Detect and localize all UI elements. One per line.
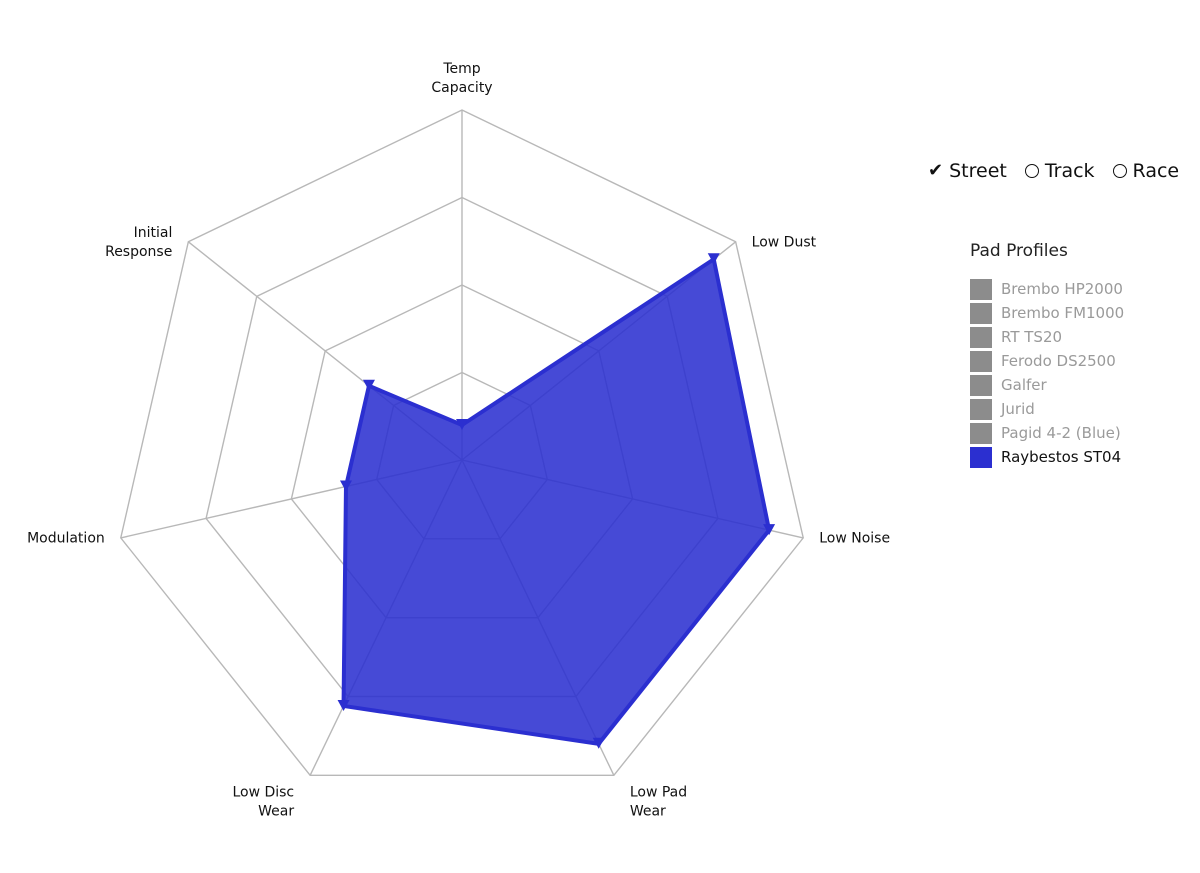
legend-title: Pad Profiles — [970, 241, 1068, 261]
mode-race-label: Race — [1132, 160, 1180, 182]
axis-label-line: Low Disc — [232, 784, 294, 800]
series-point — [362, 379, 375, 391]
legend-item[interactable]: Pagid 4-2 (Blue) — [970, 421, 1124, 445]
axis-label: Low Noise — [819, 530, 890, 546]
axis-label-line: Low Dust — [752, 234, 817, 250]
series-point — [592, 737, 605, 749]
legend-swatch — [970, 302, 992, 324]
legend-label: Galfer — [1001, 376, 1047, 394]
mode-race[interactable]: Race — [1112, 160, 1180, 182]
legend-label: Ferodo DS2500 — [1001, 352, 1116, 370]
legend-swatch — [970, 326, 992, 348]
legend-item[interactable]: Brembo FM1000 — [970, 301, 1124, 325]
axis-labels: Temp Capacity Low Dust Low Noise Low Pad Wear… — [27, 61, 890, 819]
legend-items: Brembo HP2000 Brembo FM1000 RT TS20 Ferodo … — [970, 277, 1124, 469]
mode-selector: ✔ Street Track Race — [928, 160, 1179, 182]
radio-circle-icon — [1112, 164, 1127, 178]
legend: Pad Profiles Brembo HP2000 Brembo FM1000 R… — [970, 241, 1124, 469]
legend-swatch — [970, 446, 992, 468]
series-point — [456, 419, 468, 430]
radar-chart: Temp Capacity Low Dust Low Noise Low Pad Wear… — [27, 61, 890, 819]
legend-label: Brembo FM1000 — [1001, 304, 1125, 322]
mode-track-label: Track — [1044, 160, 1095, 182]
grid-ring — [120, 109, 804, 777]
axis-label-line: Capacity — [431, 80, 492, 96]
series-point — [337, 699, 350, 711]
legend-label: Brembo HP2000 — [1001, 280, 1123, 298]
legend-swatch — [970, 422, 992, 444]
legend-item[interactable]: Brembo HP2000 — [970, 277, 1124, 301]
legend-label: Jurid — [1001, 400, 1035, 418]
axis-label-line: Initial — [134, 225, 173, 241]
axis-label: Initial Response — [105, 225, 172, 260]
axis-label-line: Modulation — [27, 530, 105, 546]
axis-label-line: Response — [105, 244, 172, 260]
legend-item[interactable]: Jurid — [970, 397, 1124, 421]
axis-label-line: Wear — [258, 803, 294, 819]
mode-track[interactable]: Track — [1024, 160, 1095, 182]
legend-swatch — [970, 278, 992, 300]
axis-label: Modulation — [27, 530, 105, 546]
legend-item[interactable]: Galfer — [970, 373, 1124, 397]
axis-label: Low Dust — [752, 234, 817, 250]
series-point — [763, 524, 776, 536]
legend-item[interactable]: Ferodo DS2500 — [970, 349, 1124, 373]
legend-item[interactable]: RT TS20 — [970, 325, 1124, 349]
mode-street-label: Street — [949, 160, 1007, 182]
legend-label: Raybestos ST04 — [1001, 448, 1122, 466]
axis-label: Low Disc Wear — [232, 784, 294, 819]
legend-label: RT TS20 — [1001, 328, 1063, 346]
legend-swatch — [970, 350, 992, 372]
radar-series — [337, 253, 776, 749]
axis-label-line: Wear — [630, 803, 666, 819]
series-point — [707, 253, 720, 265]
checkmark-icon: ✔ — [928, 160, 944, 181]
axis-label-line: Temp — [442, 61, 480, 77]
radio-circle-icon — [1024, 164, 1039, 178]
legend-label: Pagid 4-2 (Blue) — [1001, 424, 1121, 442]
legend-swatch — [970, 374, 992, 396]
series-point — [339, 480, 352, 492]
axis-label-line: Low Noise — [819, 530, 890, 546]
mode-street[interactable]: ✔ Street — [928, 160, 1007, 182]
legend-item[interactable]: Raybestos ST04 — [970, 445, 1124, 469]
series-area — [341, 255, 772, 746]
axis-label: Low Pad Wear — [630, 784, 687, 819]
legend-swatch — [970, 398, 992, 420]
axis-label-line: Low Pad — [630, 784, 687, 800]
axis-label: Temp Capacity — [431, 61, 492, 96]
